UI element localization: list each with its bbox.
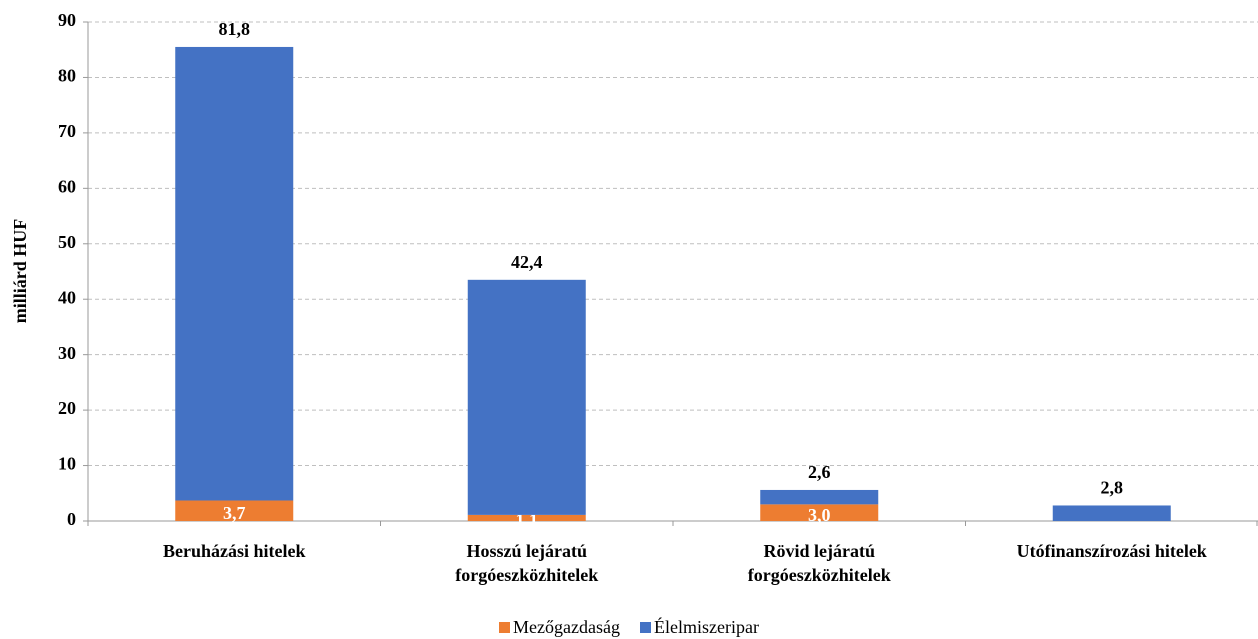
x-tick-label: Utófinanszírozási hitelek <box>1016 541 1207 561</box>
y-tick-label: 0 <box>67 509 76 529</box>
legend-label: Mezőgazdaság <box>513 617 620 637</box>
x-tick-label: Hosszú lejáratú forgóeszközhitelek <box>455 541 599 585</box>
legend-swatch <box>499 622 511 633</box>
legend: Mezőgazdaság Élelmiszeripar <box>0 617 1258 638</box>
y-tick-label: 70 <box>58 121 76 141</box>
bar-segment <box>1052 505 1171 521</box>
legend-swatch <box>640 622 651 633</box>
y-tick-label: 80 <box>58 66 76 86</box>
y-tick-label: 30 <box>58 343 76 363</box>
data-label: 42,4 <box>511 252 543 272</box>
y-axis-label: milliárd HUF <box>10 219 30 324</box>
x-tick-label: Beruházási hitelek <box>163 541 306 561</box>
y-tick-label: 40 <box>58 287 76 307</box>
data-label: 81,8 <box>219 19 251 39</box>
data-label: 3,7 <box>223 503 246 523</box>
data-label: 1,1 <box>516 510 539 530</box>
bar-segment <box>175 46 294 501</box>
bar-segment <box>467 279 586 515</box>
legend-label: Élelmiszeripar <box>654 617 759 637</box>
data-label: 3,0 <box>808 505 831 525</box>
y-tick-label: 50 <box>58 232 76 252</box>
x-tick-label: Rövid lejáratú forgóeszközhitelek <box>747 541 891 585</box>
y-tick-label: 60 <box>58 176 76 196</box>
y-tick-label: 90 <box>58 10 76 30</box>
legend-item: Mezőgazdaság <box>499 617 620 637</box>
data-label: 2,6 <box>808 462 831 482</box>
data-label: 2,8 <box>1101 478 1124 498</box>
bar-segment <box>175 500 294 521</box>
y-tick-label: 20 <box>58 398 76 418</box>
bar-segment <box>467 514 586 521</box>
y-tick-label: 10 <box>58 454 76 474</box>
bar-segment <box>760 489 879 505</box>
legend-item: Élelmiszeripar <box>640 617 759 637</box>
bar-segment <box>760 504 879 521</box>
